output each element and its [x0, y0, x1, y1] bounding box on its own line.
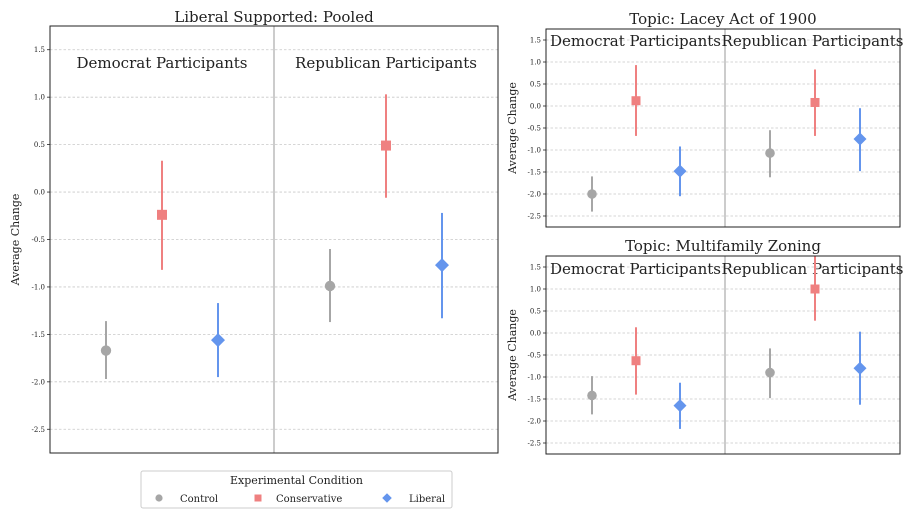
y-tick-label: -1.0	[528, 374, 542, 382]
point-liberal-democrat	[211, 333, 225, 348]
y-tick-label: 1.5	[530, 264, 541, 272]
y-axis-label: Average Change	[506, 82, 519, 175]
legend-title: Experimental Condition	[230, 474, 363, 487]
plot-frame	[545, 255, 901, 455]
y-tick-label: -0.5	[528, 125, 542, 133]
y-tick-label: -2.0	[528, 191, 542, 199]
y-tick-label: 0.5	[530, 81, 541, 89]
y-tick-label: 1.0	[530, 286, 541, 294]
legend: Experimental Condition Control Conservat…	[140, 470, 453, 509]
group-label-republican: Republican Participants	[722, 32, 904, 50]
point-conservative-democrat	[157, 209, 167, 220]
point-conservative-democrat	[631, 356, 641, 366]
group-label-democrat: Democrat Participants	[77, 54, 248, 72]
y-tick-label: 0.5	[34, 141, 45, 149]
y-tick-label: 1.0	[530, 59, 541, 67]
point-conservative-republican	[810, 284, 820, 294]
y-axis-label: Average Change	[9, 194, 22, 287]
chart-title: Topic: Multifamily Zoning	[625, 237, 821, 255]
point-liberal-republican	[853, 361, 867, 375]
plot-frame	[545, 28, 901, 228]
chart-title: Liberal Supported: Pooled	[174, 8, 374, 26]
y-tick-label: -2.5	[32, 426, 46, 434]
group-label-democrat: Democrat Participants	[550, 260, 721, 278]
group-label-republican: Republican Participants	[722, 260, 904, 278]
point-liberal-democrat	[673, 164, 687, 178]
plot-frame	[49, 25, 499, 454]
legend-label-conservative: Conservative	[276, 494, 342, 505]
y-tick-label: 0.0	[530, 103, 541, 111]
legend-marker-conservative	[254, 494, 262, 502]
y-tick-label: -2.5	[528, 440, 542, 448]
y-tick-label: 0.0	[530, 330, 541, 338]
panel-lacey-act: 1.5 1.0 0.5 0.0 -0.5 -1.0 -1.5 -2.0 -2.5 Democrat…	[506, 10, 904, 228]
chart-title: Topic: Lacey Act of 1900	[629, 10, 816, 28]
y-tick-label: 0.0	[34, 189, 45, 197]
y-tick-label: 1.5	[530, 37, 541, 45]
panel-multifamily-zoning: 1.5 1.0 0.5 0.0 -0.5 -1.0 -1.5 -2.0 -2.5 Democrat…	[506, 237, 904, 455]
y-axis-label: Average Change	[506, 309, 519, 402]
point-control-republican	[324, 280, 336, 292]
y-tick-label: -1.5	[528, 169, 542, 177]
y-tick-label: -2.0	[32, 378, 46, 386]
point-control-democrat	[587, 390, 597, 401]
legend-box	[140, 470, 453, 509]
point-liberal-democrat	[673, 399, 687, 413]
y-tick-label: -2.0	[528, 418, 542, 426]
y-tick-label: 0.5	[530, 308, 541, 316]
legend-label-liberal: Liberal	[409, 494, 445, 505]
y-tick-label: -1.5	[32, 331, 46, 339]
point-liberal-republican	[435, 258, 449, 273]
legend-marker-liberal	[382, 493, 392, 503]
point-liberal-republican	[853, 132, 867, 146]
group-label-republican: Republican Participants	[295, 54, 477, 72]
y-tick-label: -0.5	[528, 352, 542, 360]
group-label-democrat: Democrat Participants	[550, 32, 721, 50]
legend-marker-control	[155, 494, 163, 502]
point-conservative-republican	[381, 140, 391, 151]
y-tick-label: 1.5	[34, 46, 45, 54]
point-conservative-democrat	[631, 96, 641, 106]
point-control-republican	[765, 367, 775, 378]
y-tick-label: -1.0	[32, 283, 46, 291]
point-control-democrat	[587, 189, 597, 199]
y-tick-label: -1.5	[528, 396, 542, 404]
legend-label-control: Control	[180, 494, 218, 505]
point-control-republican	[765, 148, 775, 158]
point-conservative-republican	[810, 97, 820, 107]
point-control-democrat	[100, 345, 112, 356]
y-tick-label: -0.5	[32, 236, 46, 244]
panel-pooled: 1.5 1.0 0.5 0.0 -0.5 -1.0 -1.5 -2.0 -2.5 Democrat…	[9, 8, 499, 454]
y-tick-label: 1.0	[34, 94, 45, 102]
y-tick-label: -2.5	[528, 213, 542, 221]
y-tick-label: -1.0	[528, 147, 542, 155]
